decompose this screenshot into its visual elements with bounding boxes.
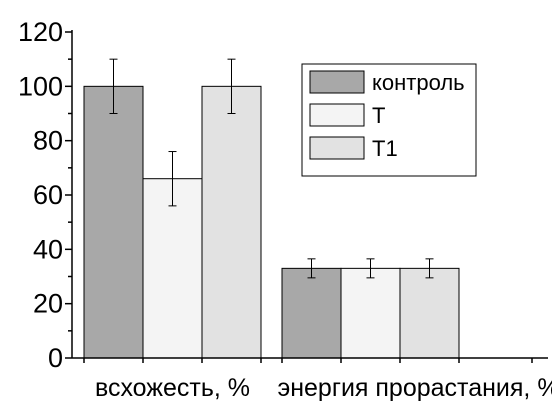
bar-1-1 xyxy=(340,267,401,359)
y-tick-label-1: 20 xyxy=(33,289,63,319)
legend-swatch-1 xyxy=(309,103,365,127)
legend-label-2: Т1 xyxy=(372,136,398,161)
legend-label-0: контроль xyxy=(372,70,465,95)
legend-label-1: Т xyxy=(372,103,385,128)
legend-swatch-0 xyxy=(309,70,365,94)
category-labels: всхожесть, % энергия прорастания, % xyxy=(95,374,552,402)
bar-0-2 xyxy=(201,85,262,359)
y-tick-label-5: 100 xyxy=(18,71,63,101)
error-bars-layer xyxy=(109,58,434,279)
y-tick-label-4: 80 xyxy=(33,126,63,156)
y-tick-label-2: 40 xyxy=(33,234,63,264)
category-label-0: всхожесть, % xyxy=(95,374,250,402)
y-tick-label-6: 120 xyxy=(18,17,63,47)
x-ticks xyxy=(83,358,533,363)
bar-1-2 xyxy=(399,267,460,359)
bar-0-0 xyxy=(83,85,144,359)
category-label-1: энергия прорастания, % xyxy=(277,374,552,402)
bar-0-1 xyxy=(142,178,203,359)
bar-1-0 xyxy=(281,267,342,359)
y-ticks: 0 20 40 60 80 100 120 xyxy=(18,17,72,373)
y-tick-label-3: 60 xyxy=(33,180,63,210)
legend: контроль Т Т1 xyxy=(301,63,477,177)
legend-swatch-2 xyxy=(309,136,365,160)
y-tick-label-0: 0 xyxy=(48,343,63,373)
